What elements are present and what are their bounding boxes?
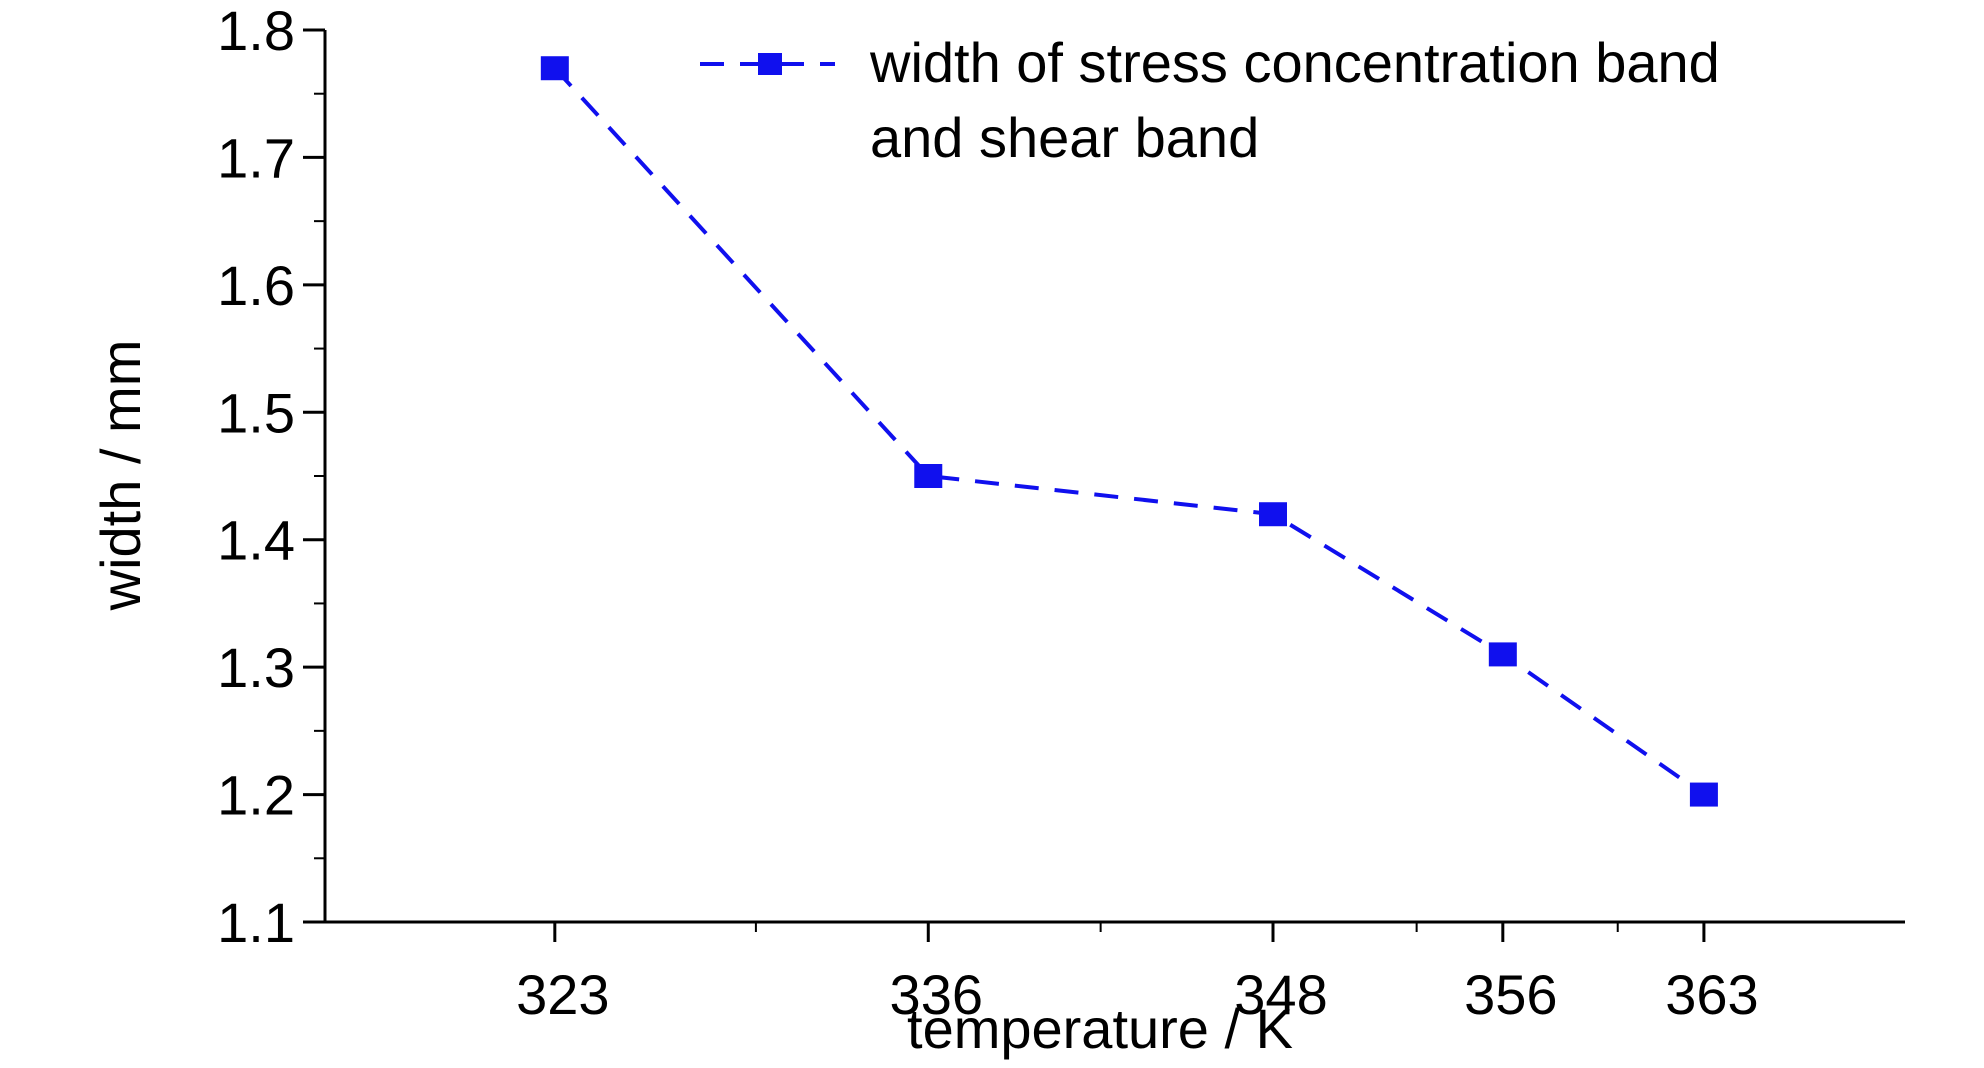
series bbox=[540, 56, 1718, 807]
legend-marker bbox=[758, 53, 782, 75]
x-axis-title: temperature / K bbox=[907, 997, 1293, 1060]
legend: width of stress concentration band and s… bbox=[700, 31, 1720, 169]
y-tick-label: 1.3 bbox=[217, 636, 295, 699]
x-tick-label: 363 bbox=[1665, 963, 1758, 1026]
y-tick-label: 1.4 bbox=[217, 509, 295, 572]
data-point-marker bbox=[1259, 502, 1287, 527]
ticks: 1.1 1.2 1.3 1.4 1.5 1.6 1.7 1.8 323 336 348 356 363 bbox=[217, 0, 1758, 1026]
x-tick-label: 336 bbox=[890, 963, 983, 1026]
y-tick-label: 1.8 bbox=[217, 0, 295, 62]
series-line bbox=[553, 66, 1706, 797]
x-tick-label: 348 bbox=[1234, 963, 1327, 1026]
x-tick-label: 356 bbox=[1464, 963, 1557, 1026]
legend-label-line-1: width of stress concentration band bbox=[869, 31, 1720, 94]
legend-label-line-2: and shear band bbox=[870, 106, 1259, 169]
data-point-marker bbox=[540, 56, 569, 81]
y-tick-label: 1.1 bbox=[217, 891, 295, 954]
y-tick-label: 1.6 bbox=[217, 254, 295, 317]
data-point-marker bbox=[1689, 782, 1718, 807]
y-axis-title: width / mm bbox=[89, 340, 152, 612]
x-tick-label: 323 bbox=[516, 963, 609, 1026]
data-point-marker bbox=[914, 464, 943, 488]
y-tick-label: 1.5 bbox=[217, 381, 295, 444]
data-point-marker bbox=[1488, 642, 1517, 667]
y-tick-label: 1.7 bbox=[217, 126, 295, 189]
y-tick-label: 1.2 bbox=[217, 764, 295, 827]
